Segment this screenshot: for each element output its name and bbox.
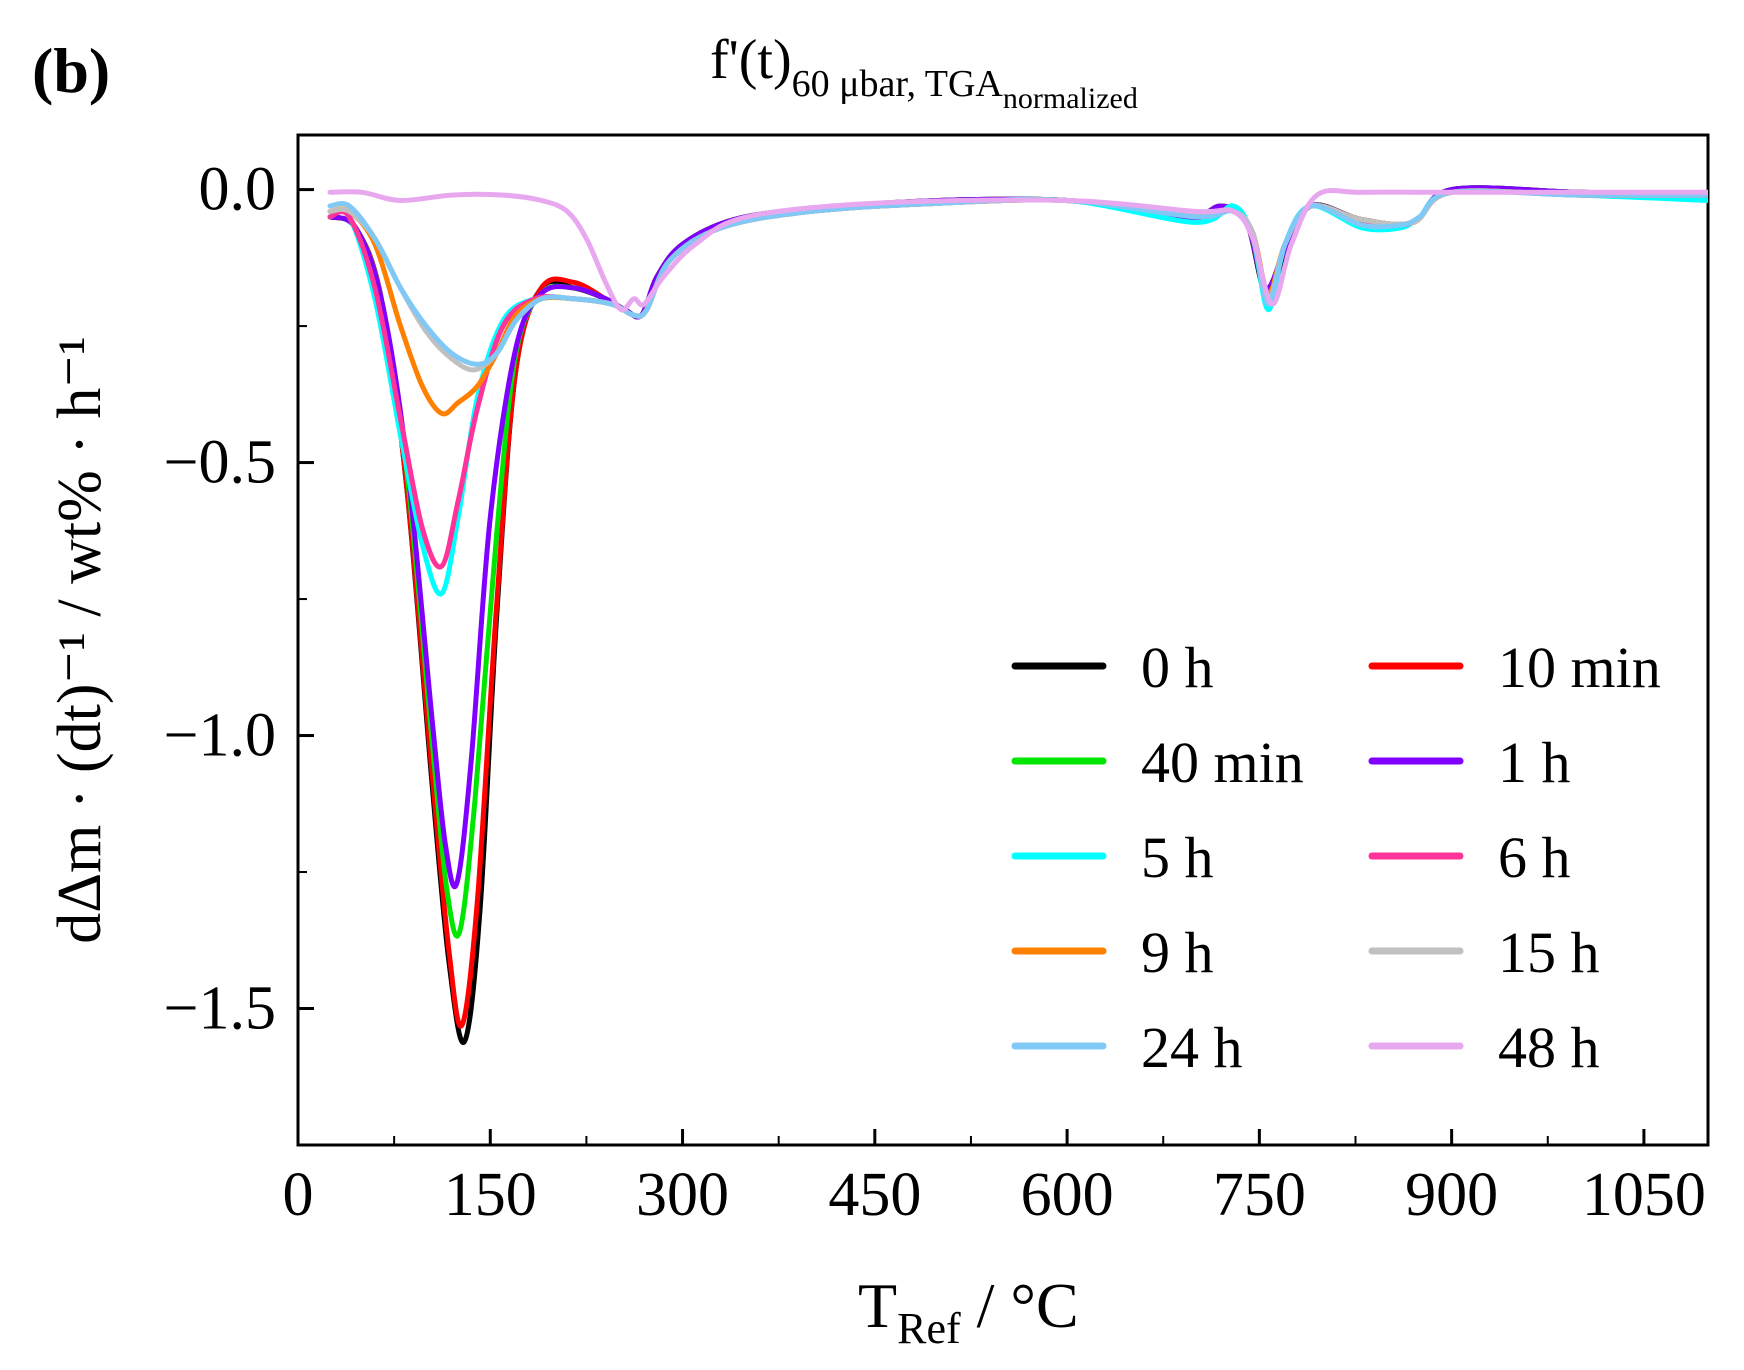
legend-label: 5 h <box>1141 825 1214 890</box>
panel-label: (b) <box>32 35 110 106</box>
x-axis-label: TRef / °C <box>858 1270 1079 1353</box>
y-axis-label: dΔm · (dt)⁻¹ / wt% · h⁻¹ <box>46 336 114 943</box>
plot-frame <box>296 133 1710 1147</box>
legend: 0 h 10 min 40 min 1 h 5 h 6 h 9 h 15 h 24 h 48 h <box>1011 635 1661 1080</box>
chart-title: f'(t)60 μbar, TGAnormalized <box>710 29 1138 115</box>
x-tick-label: 600 <box>1021 1161 1114 1229</box>
chart-title-main: f'(t) <box>710 29 792 91</box>
x-tick-label: 300 <box>636 1161 729 1229</box>
y-tick-label: −1.5 <box>164 975 276 1043</box>
series-layer <box>327 185 1708 1046</box>
y-axis: 0.0 −0.5 −1.0 −1.5 <box>164 156 314 1146</box>
x-tick-label: 450 <box>828 1161 921 1229</box>
series-line-15-h <box>327 188 1708 373</box>
x-axis-label-rest: / °C <box>961 1270 1079 1341</box>
legend-label: 24 h <box>1141 1015 1243 1080</box>
series-line-0-h <box>327 185 1708 1046</box>
series-line-24-h <box>327 188 1708 367</box>
y-tick-label: 0.0 <box>199 156 277 224</box>
series-line-10-min <box>327 185 1708 1029</box>
x-tick-label: 150 <box>444 1161 537 1229</box>
x-axis-label-main: T <box>858 1270 897 1341</box>
y-tick-label: −1.0 <box>164 702 276 770</box>
series-line-5-h <box>327 188 1708 597</box>
chart-title-sub1: 60 μbar, TGA <box>792 63 1004 105</box>
legend-label: 40 min <box>1141 730 1304 795</box>
x-tick-label: 0 <box>283 1161 314 1229</box>
chart-title-sub2: normalized <box>1003 82 1138 115</box>
series-line-6-h <box>327 188 1708 570</box>
x-tick-label: 1050 <box>1582 1161 1706 1229</box>
legend-label: 15 h <box>1498 920 1600 985</box>
x-tick-label: 900 <box>1405 1161 1498 1229</box>
x-axis: 0 150 300 450 600 750 900 1050 <box>283 1129 1706 1229</box>
legend-label: 10 min <box>1498 635 1661 700</box>
series-line-48-h <box>327 188 1708 313</box>
y-tick-label: −0.5 <box>164 429 276 497</box>
legend-label: 6 h <box>1498 825 1571 890</box>
legend-label: 48 h <box>1498 1015 1600 1080</box>
legend-label: 9 h <box>1141 920 1214 985</box>
legend-label: 1 h <box>1498 730 1571 795</box>
legend-label: 0 h <box>1141 635 1214 700</box>
x-axis-label-sub: Ref <box>897 1304 961 1353</box>
x-tick-label: 750 <box>1213 1161 1306 1229</box>
